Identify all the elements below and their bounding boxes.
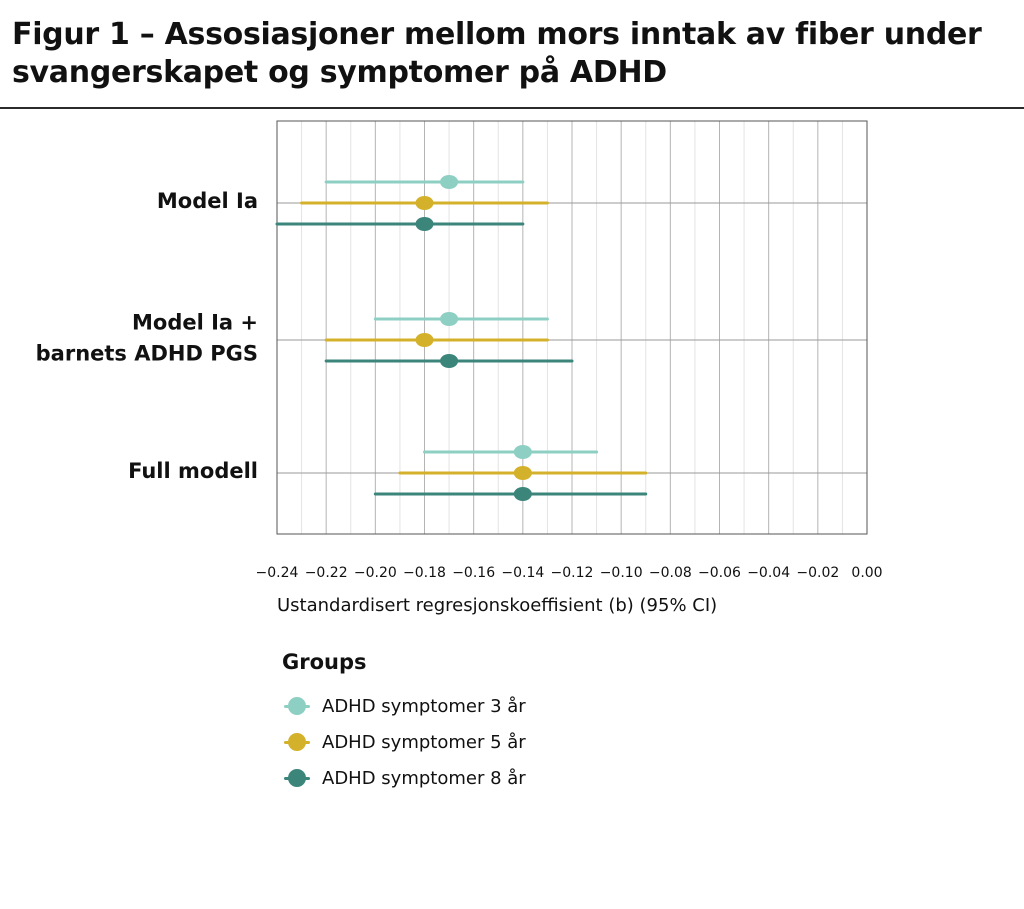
series-3: [275, 217, 648, 501]
category-label: Model Ia: [157, 189, 258, 213]
category-label: Model Ia +: [132, 311, 258, 335]
legend-marker: [282, 696, 312, 716]
point-estimate: [440, 354, 459, 368]
chart-title: Figur 1 – Assosiasjoner mellom mors innt…: [12, 17, 982, 90]
y-tick-labels: Model Ia Model Ia + barnets ADHD PGS Full m…: [36, 189, 258, 483]
series-2: [300, 196, 648, 480]
category-label: barnets ADHD PGS: [36, 342, 258, 366]
x-tick-label: −0.08: [649, 565, 692, 581]
legend-label: ADHD symptomer 3 år: [322, 695, 526, 717]
point-estimate: [513, 487, 532, 501]
x-tick-labels: −0.24 −0.22 −0.20 −0.18 −0.16 −0.14 −0.12 −0.10…: [256, 565, 883, 581]
x-tick-label: −0.20: [354, 565, 397, 581]
point-estimate: [513, 466, 532, 480]
point-estimate: [440, 312, 459, 326]
x-tick-label: −0.18: [403, 565, 446, 581]
x-tick-label: −0.04: [747, 565, 790, 581]
title-divider: [0, 107, 1024, 109]
legend-label: ADHD symptomer 8 år: [322, 767, 526, 789]
x-tick-label: −0.16: [452, 565, 495, 581]
point-estimate: [513, 445, 532, 459]
point-estimate: [415, 333, 434, 347]
x-axis-label: Ustandardisert regresjonskoeffisient (b)…: [277, 595, 717, 616]
legend: Groups ADHD symptomer 3 år ADHD symptomer…: [282, 650, 526, 796]
plot-frame: [276, 120, 868, 535]
legend-item: ADHD symptomer 8 år: [282, 760, 526, 796]
legend-item: ADHD symptomer 3 år: [282, 688, 526, 724]
legend-label: ADHD symptomer 5 år: [322, 731, 526, 753]
x-tick-label: −0.10: [600, 565, 643, 581]
series-layer: [275, 175, 648, 501]
legend-marker: [282, 732, 312, 752]
point-estimate: [415, 217, 434, 231]
x-tick-label: −0.14: [501, 565, 544, 581]
point-estimate: [440, 175, 459, 189]
legend-marker: [282, 768, 312, 788]
category-label: Full modell: [128, 459, 258, 483]
x-tick-label: −0.02: [796, 565, 839, 581]
point-estimate: [415, 196, 434, 210]
series-1: [324, 175, 599, 459]
x-tick-label: −0.12: [551, 565, 594, 581]
x-tick-label: −0.22: [305, 565, 348, 581]
x-tick-label: −0.06: [698, 565, 741, 581]
x-tick-label: 0.00: [851, 565, 882, 581]
legend-title: Groups: [282, 650, 367, 674]
x-tick-label: −0.24: [256, 565, 299, 581]
legend-item: ADHD symptomer 5 år: [282, 724, 526, 760]
minor-gridlines: [301, 121, 843, 534]
legend-items: ADHD symptomer 3 år ADHD symptomer 5 år AD…: [282, 688, 526, 796]
